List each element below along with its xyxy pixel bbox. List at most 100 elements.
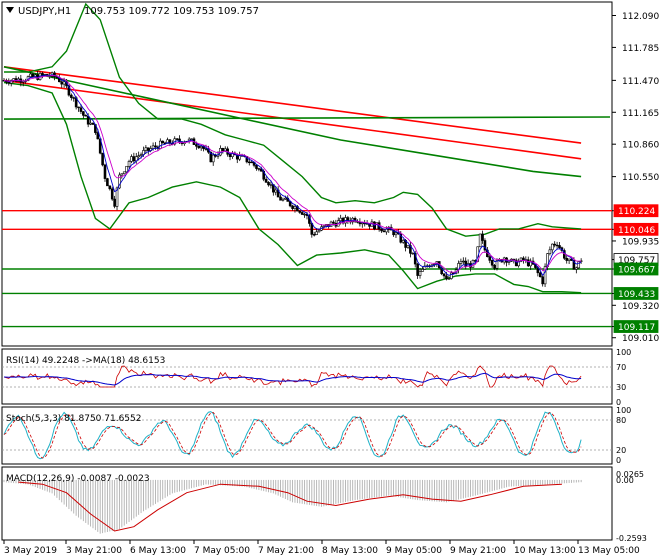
candle-body xyxy=(447,278,451,280)
candle-body xyxy=(108,185,112,190)
candle-body xyxy=(493,264,496,269)
macd-label: MACD(12,26,9) -0.0087 -0.0023 xyxy=(6,474,150,484)
candle-body xyxy=(411,252,415,255)
candle-body xyxy=(332,221,335,224)
candle-body xyxy=(106,178,109,187)
stoch-pane xyxy=(1,406,613,465)
candle-body xyxy=(255,165,258,169)
price-tick-label: 111.165 xyxy=(622,109,659,119)
candle-body xyxy=(279,196,282,201)
candle-body xyxy=(204,148,208,150)
time-tick-label: 3 May 21:00 xyxy=(66,546,122,556)
price-level-tag xyxy=(613,262,659,276)
candle-body xyxy=(72,97,76,99)
price-tick-label: 110.860 xyxy=(622,141,659,151)
candle-body xyxy=(195,144,198,147)
candle-body xyxy=(303,213,306,216)
price-level-label: 110.046 xyxy=(618,226,655,236)
price-level-tag xyxy=(613,320,659,333)
price-level-label: 109.667 xyxy=(618,265,655,275)
price-axis: 112.090 111.785 111.470 111.165 110.860 110.5… xyxy=(612,12,659,344)
ema-line xyxy=(3,75,582,273)
time-tick-label: 3 May 2019 xyxy=(4,546,57,556)
price-level-label: 110.224 xyxy=(618,207,655,217)
candle-body xyxy=(137,155,140,158)
moving-average-line xyxy=(3,116,611,120)
rsi-tick-label: 70 xyxy=(616,363,626,372)
candle-body xyxy=(91,122,95,125)
price-level-tag xyxy=(613,204,659,218)
price-tick-label: 110.550 xyxy=(622,173,659,183)
candle-body xyxy=(209,151,213,163)
price-level-label: 109.433 xyxy=(618,290,655,300)
candle-body xyxy=(139,154,143,156)
stoch-main-line xyxy=(3,411,582,460)
candle-body xyxy=(228,153,232,158)
time-tick-label: 9 May 21:00 xyxy=(450,546,506,556)
candle-body xyxy=(79,107,83,112)
price-level-tag xyxy=(613,222,659,236)
candle-body xyxy=(312,234,316,236)
candle-body xyxy=(29,73,32,77)
stoch-signal-line xyxy=(3,412,582,459)
candle-body xyxy=(375,222,379,230)
candle-body xyxy=(558,245,561,248)
candle-body xyxy=(250,161,253,164)
candle-body xyxy=(462,260,465,263)
candle-body xyxy=(127,161,131,167)
candle-body xyxy=(445,275,448,280)
candle-body xyxy=(572,260,576,270)
candle-body xyxy=(89,122,92,125)
time-tick-label: 7 May 21:00 xyxy=(258,546,314,556)
main-price-pane xyxy=(1,1,613,347)
price-tick-label: 109.320 xyxy=(622,302,659,312)
candle-body xyxy=(235,154,239,160)
price-tick-label: 111.785 xyxy=(622,44,659,54)
candle-body xyxy=(175,138,179,140)
candle-body xyxy=(132,156,136,162)
candle-body xyxy=(488,256,492,261)
rsi-tick-label: 30 xyxy=(616,383,626,392)
candle-body xyxy=(380,228,383,232)
candle-body xyxy=(514,259,518,267)
candle-body xyxy=(257,168,261,170)
candle-body xyxy=(548,249,552,254)
candle-body xyxy=(199,146,203,149)
bollinger-lower-band xyxy=(3,81,582,294)
symbol-label: USDJPY,H1 xyxy=(18,6,71,17)
price-tick-label: 109.010 xyxy=(622,334,659,344)
candle-body xyxy=(382,230,386,233)
candle-body xyxy=(284,197,287,200)
candle-body xyxy=(490,260,494,266)
candle-body xyxy=(361,222,364,225)
candle-body xyxy=(113,198,116,207)
time-tick-label: 9 May 05:00 xyxy=(386,546,442,556)
candle-body xyxy=(481,233,484,241)
candle-body xyxy=(519,257,523,262)
candle-body xyxy=(291,205,294,209)
candle-body xyxy=(110,188,114,200)
candle-body xyxy=(310,223,314,235)
candle-body xyxy=(31,73,35,78)
dropdown-arrow-icon[interactable] xyxy=(6,7,14,13)
candle-body xyxy=(151,145,155,149)
candle-body xyxy=(154,145,157,148)
candle-body xyxy=(144,147,148,151)
candle-body xyxy=(21,81,25,83)
candle-body xyxy=(103,164,107,179)
candle-body xyxy=(166,139,169,144)
candle-body xyxy=(82,111,85,116)
candle-body xyxy=(159,140,162,149)
stoch-label: Stoch(5,3,3) 81.8750 71.6552 xyxy=(6,414,141,424)
candle-body xyxy=(418,271,422,276)
candle-body xyxy=(122,171,126,175)
candle-body xyxy=(339,217,342,221)
moving-average-line xyxy=(3,66,582,178)
candle-body xyxy=(247,161,251,164)
stoch-tick-label: 20 xyxy=(616,446,626,455)
candle-body xyxy=(211,154,215,163)
candle-body xyxy=(67,85,71,96)
candle-body xyxy=(392,229,395,236)
